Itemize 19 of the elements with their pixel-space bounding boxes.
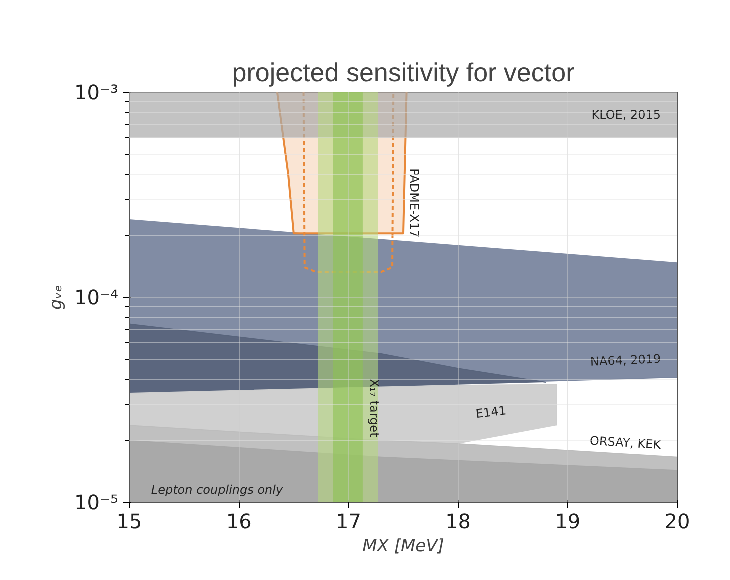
x-tick-label: 16 xyxy=(226,510,252,534)
text: Lepton couplings only xyxy=(151,483,284,498)
chart-title: projected sensitivity for vector xyxy=(232,58,576,88)
text: E141 xyxy=(475,404,508,422)
y-tick-label: 10⁻⁴ xyxy=(74,286,119,310)
text: PADME-X17 xyxy=(407,168,422,238)
y-tick-label: 10⁻³ xyxy=(74,80,119,104)
x-tick-label: 15 xyxy=(116,510,142,534)
series-label: ORSAY, KEK xyxy=(590,434,663,452)
series-label: NA64, 2019 xyxy=(590,352,662,369)
x-axis-title: MX [MeV] xyxy=(362,536,444,556)
x-tick-label: 19 xyxy=(555,510,581,534)
x-tick-label: 20 xyxy=(664,510,690,534)
y-axis-title: gᵥₑ xyxy=(46,285,66,310)
band-label: X₁₇ target xyxy=(367,379,382,438)
band-label: KLOE, 2015 xyxy=(592,108,662,122)
y-tick-label: 10⁻⁵ xyxy=(74,490,119,514)
x-tick-label: 17 xyxy=(336,510,362,534)
x-tick-label: 18 xyxy=(446,510,472,534)
